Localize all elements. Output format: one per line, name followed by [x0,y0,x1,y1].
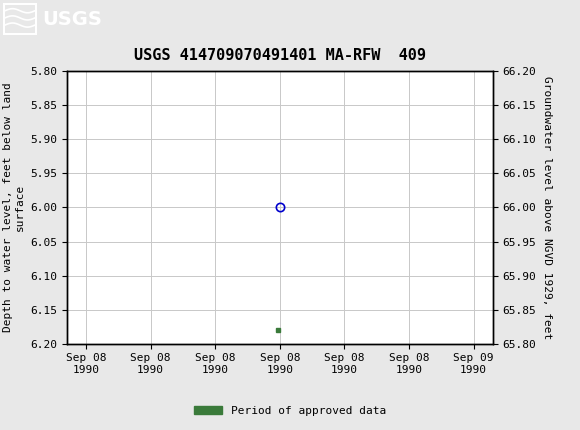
Bar [4,4,36,34]
Y-axis label: Groundwater level above NGVD 1929, feet: Groundwater level above NGVD 1929, feet [542,76,552,339]
Text: USGS: USGS [42,10,102,29]
Title: USGS 414709070491401 MA-RFW  409: USGS 414709070491401 MA-RFW 409 [134,48,426,63]
Legend: Period of approved data: Period of approved data [190,401,390,420]
Y-axis label: Depth to water level, feet below land
surface: Depth to water level, feet below land su… [3,83,24,332]
